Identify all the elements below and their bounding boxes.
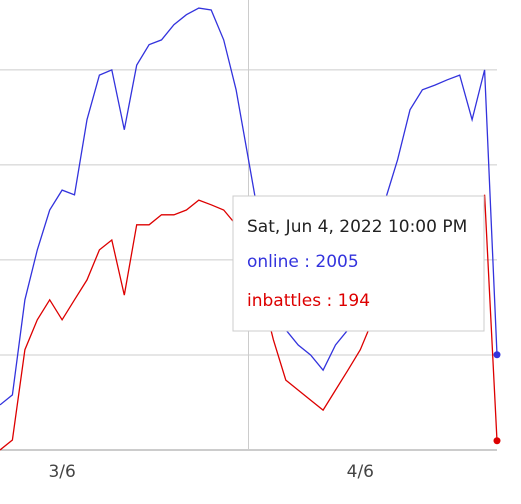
tooltip-box bbox=[232, 195, 485, 332]
tooltip-line: inbattles : 194 bbox=[247, 291, 370, 311]
tooltip: Sat, Jun 4, 2022 10:00 PM online : 2005 in… bbox=[232, 195, 485, 332]
tooltip-title: Sat, Jun 4, 2022 10:00 PM bbox=[247, 217, 467, 237]
x-tick-label: 3/6 bbox=[48, 462, 75, 482]
x-tick-label: 4/6 bbox=[347, 462, 374, 482]
tooltip-line: online : 2005 bbox=[247, 252, 359, 272]
hover-point bbox=[493, 437, 501, 445]
series-line bbox=[0, 7, 498, 406]
hover-point bbox=[493, 351, 501, 359]
